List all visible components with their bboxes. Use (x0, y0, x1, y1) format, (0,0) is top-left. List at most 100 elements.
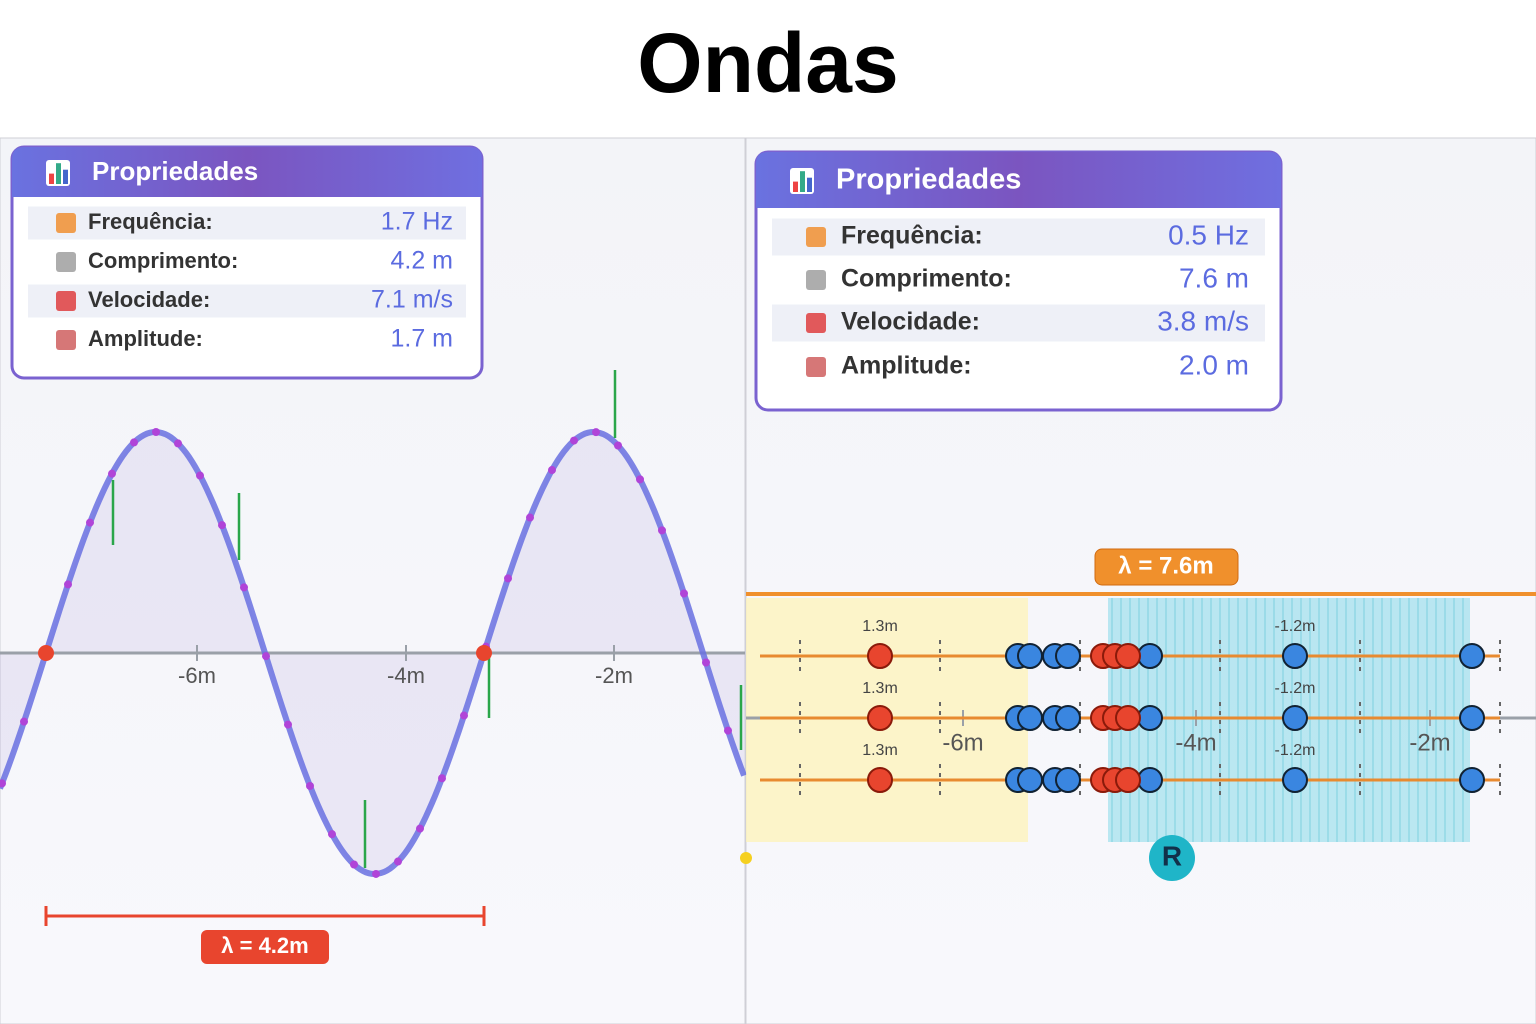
wave-particle (262, 652, 270, 661)
wave-particle (548, 466, 556, 475)
wave-particle (394, 857, 402, 866)
property-label: Velocidade: (841, 308, 980, 336)
icon-bar (56, 163, 61, 184)
wave-particle (130, 438, 138, 447)
property-label: Comprimento: (841, 265, 1012, 293)
axis-label: -2m (1409, 729, 1450, 756)
row-stripe (772, 218, 1265, 256)
reference-label: R (1162, 840, 1182, 871)
particle (1282, 643, 1308, 669)
wave-particle (240, 583, 248, 592)
row-left-label: 1.3m (862, 742, 898, 759)
wave-particle (350, 860, 358, 869)
wave-particle (680, 589, 688, 598)
wave-particle (218, 521, 226, 530)
wave-particle (86, 518, 94, 527)
properties-heading: Propriedades (836, 164, 1021, 196)
property-value: 7.6 m (1179, 262, 1249, 293)
particle (1055, 767, 1081, 793)
properties-header (756, 152, 1281, 208)
icon-bar (793, 181, 798, 192)
icon-bar (800, 171, 805, 192)
wave-particle (438, 774, 446, 783)
particle (1282, 767, 1308, 793)
property-label: Velocidade: (88, 287, 210, 312)
property-label: Frequência: (841, 222, 983, 250)
marked-particle (867, 643, 893, 669)
wave-particle (306, 781, 314, 790)
particle (1459, 643, 1485, 669)
wave-particle (724, 726, 732, 735)
property-value: 3.8 m/s (1157, 305, 1249, 336)
reference-marker (1149, 835, 1195, 881)
property-value: 0.5 Hz (1168, 219, 1249, 250)
wave-particle (702, 658, 710, 667)
page-title: Ondas (637, 16, 898, 110)
wave-particle (460, 711, 468, 720)
property-value: 2.0 m (1179, 349, 1249, 380)
particle (1017, 705, 1043, 731)
axis-label: -2m (595, 663, 633, 688)
wave-particle (416, 824, 424, 833)
icon-bar (807, 177, 812, 192)
wave-particle (152, 428, 160, 437)
wave-particle (636, 475, 644, 484)
row-right-label: -1.2m (1275, 742, 1316, 759)
particle (1017, 767, 1043, 793)
wavelength-badge (1094, 548, 1239, 586)
particle (1137, 767, 1163, 793)
properties-heading: Propriedades (92, 156, 258, 186)
row-right-label: -1.2m (1275, 680, 1316, 697)
wave-particle (284, 720, 292, 729)
wave-particle (570, 436, 578, 445)
row-icon (806, 313, 826, 333)
axis-label: -4m (387, 663, 425, 688)
row-icon (806, 270, 826, 290)
particle (1055, 705, 1081, 731)
property-value: 7.1 m/s (371, 286, 453, 314)
property-label: Amplitude: (88, 326, 203, 351)
property-value: 4.2 m (390, 247, 453, 275)
edge-marker (740, 852, 752, 864)
wave-particle (174, 439, 182, 448)
row-icon (56, 252, 76, 272)
axis-label: -6m (178, 663, 216, 688)
property-value: 1.7 Hz (381, 208, 453, 236)
property-label: Comprimento: (88, 248, 238, 273)
row-icon (806, 227, 826, 247)
wave-particle (592, 428, 600, 437)
marked-particle (867, 705, 893, 731)
icon-bar (63, 169, 68, 184)
marked-particle (1115, 643, 1141, 669)
particle (1017, 643, 1043, 669)
row-icon (56, 213, 76, 233)
row-left-label: 1.3m (862, 680, 898, 697)
row-left-label: 1.3m (862, 618, 898, 635)
wave-particle (372, 869, 380, 878)
node-point (476, 645, 492, 661)
row-icon (56, 330, 76, 350)
particle (1055, 643, 1081, 669)
wavelength-label: λ = 7.6m (1118, 552, 1213, 579)
property-label: Amplitude: (841, 352, 972, 380)
row-stripe (772, 304, 1265, 342)
wavelength-label: λ = 4.2m (221, 933, 308, 958)
icon-bar (49, 173, 54, 184)
wave-particle (504, 574, 512, 583)
wave-particle (658, 526, 666, 535)
row-stripe (28, 284, 466, 318)
wave-particle (196, 471, 204, 480)
row-right-label: -1.2m (1275, 618, 1316, 635)
marked-particle (867, 767, 893, 793)
node-point (38, 645, 54, 661)
row-icon (806, 357, 826, 377)
particle (1137, 643, 1163, 669)
row-icon (56, 291, 76, 311)
property-label: Frequência: (88, 209, 213, 234)
wave-particle (0, 779, 6, 788)
wavelength-badge (201, 930, 329, 964)
property-value: 1.7 m (390, 325, 453, 353)
wave-particle (20, 717, 28, 726)
